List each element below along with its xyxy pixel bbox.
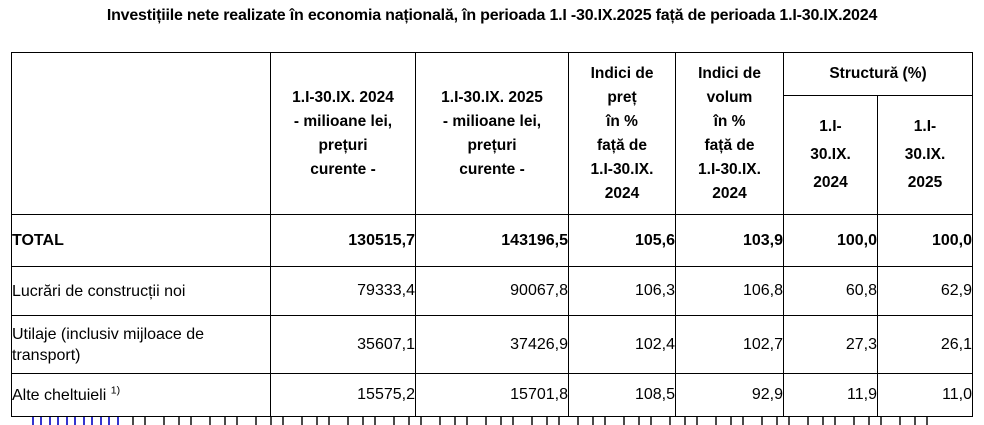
col-header-volume-index: Indici de volum în % față de 1.I-30.IX. … xyxy=(675,52,784,215)
value-2024: 15575,2 xyxy=(270,373,416,417)
value-2025: 15701,8 xyxy=(415,373,569,417)
row-label: Utilaje (inclusiv mijloace de transport) xyxy=(11,315,271,374)
volume-index-value: 103,9 xyxy=(675,214,784,267)
col-header-2024-million-lei: 1.I-30.IX. 2024 - milioane lei, prețuri … xyxy=(270,52,416,215)
table-row-equipment: Utilaje (inclusiv mijloace de transport)… xyxy=(11,315,974,374)
structure-2025-value: 100,0 xyxy=(876,214,974,267)
value-2024: 130515,7 xyxy=(270,214,416,267)
col-header-price-index: Indici de preț în % față de 1.I-30.IX. 2… xyxy=(568,52,676,215)
col-header-structure: Structură (%) xyxy=(782,51,974,97)
volume-index-value: 102,7 xyxy=(675,315,784,374)
structure-2024-value: 100,0 xyxy=(783,214,878,267)
structure-2024-value: 27,3 xyxy=(783,315,878,374)
table-row-total: TOTAL 130515,7 143196,5 105,6 103,9 100,… xyxy=(11,214,974,267)
price-index-value: 106,3 xyxy=(568,266,676,316)
structure-2024-value: 60,8 xyxy=(783,266,878,316)
col-header-2025-million-lei: 1.I-30.IX. 2025 - milioane lei, prețuri … xyxy=(415,52,569,215)
footnote-superscript: 1) xyxy=(110,384,121,397)
price-index-value: 105,6 xyxy=(568,214,676,267)
table-row-other-expenses: Alte cheltuieli 1) 15575,2 15701,8 108,5… xyxy=(11,373,974,417)
page-title: Investițiile nete realizate în economia … xyxy=(106,7,878,24)
col-header-structure-2024: 1.I- 30.IX. 2024 xyxy=(783,95,878,215)
structure-2025-value: 26,1 xyxy=(876,315,974,374)
structure-2025-value: 62,9 xyxy=(876,266,974,316)
value-2024: 35607,1 xyxy=(270,315,416,374)
col-header-structure-2025: 1.I- 30.IX. 2025 xyxy=(876,95,974,215)
price-index-value: 108,5 xyxy=(568,373,676,417)
structure-2025-value: 11,0 xyxy=(876,373,974,417)
clipped-footnote-text-fragment xyxy=(132,417,944,425)
value-2025: 37426,9 xyxy=(415,315,569,374)
table-row-constructions: Lucrări de construcții noi 79333,4 90067… xyxy=(11,266,974,316)
structure-2024-value: 11,9 xyxy=(783,373,878,417)
row-label: Lucrări de construcții noi xyxy=(11,266,271,316)
price-index-value: 102,4 xyxy=(568,315,676,374)
volume-index-value: 92,9 xyxy=(675,373,784,417)
value-2025: 143196,5 xyxy=(415,214,569,267)
row-label: Alte cheltuieli 1) xyxy=(11,373,271,417)
value-2024: 79333,4 xyxy=(270,266,416,316)
row-label-text: Alte cheltuieli xyxy=(12,386,107,404)
investments-table: 1.I-30.IX. 2024 - milioane lei, prețuri … xyxy=(11,51,974,417)
row-label: TOTAL xyxy=(11,214,271,267)
clipped-footnote-link-fragment xyxy=(32,417,124,425)
corner-empty-cell xyxy=(11,52,271,215)
value-2025: 90067,8 xyxy=(415,266,569,316)
volume-index-value: 106,8 xyxy=(675,266,784,316)
